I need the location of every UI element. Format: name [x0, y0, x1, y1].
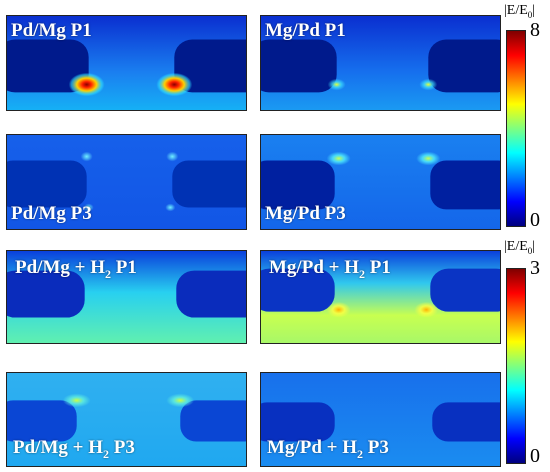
field-map-pdmg-h2-p3: Pd/Mg + H2 P3	[6, 372, 247, 467]
panel-label: Mg/Pd P3	[265, 203, 346, 224]
field-map-mgpd-h2-p3: Mg/Pd + H2 P3	[260, 372, 501, 467]
colorbar-top	[506, 30, 526, 227]
panel-label: Mg/Pd + H2 P1	[269, 257, 391, 281]
field-map-mgpd-p3: Mg/Pd P3	[260, 134, 501, 230]
colorbar-title: |E/E0|	[504, 3, 536, 20]
panel-label: Pd/Mg + H2 P3	[13, 437, 135, 461]
panel-label: Mg/Pd + H2 P3	[267, 437, 389, 461]
field-map-mgpd-h2-p1: Mg/Pd + H2 P1	[260, 250, 501, 344]
panel-label: Mg/Pd P1	[265, 20, 346, 41]
colorbar-title: |E/E0|	[504, 239, 536, 256]
field-map-image	[261, 16, 500, 110]
colorbar-max-label: 3	[530, 257, 540, 279]
field-map-pdmg-p1: Pd/Mg P1	[6, 15, 247, 111]
panel-label: Pd/Mg + H2 P1	[15, 257, 137, 281]
field-map-image	[261, 373, 500, 466]
colorbar-min-label: 0	[530, 209, 540, 231]
colorbar-bottom	[506, 268, 526, 464]
field-map-mgpd-p1: Mg/Pd P1	[260, 15, 501, 111]
field-map-pdmg-p3: Pd/Mg P3	[6, 134, 247, 230]
field-map-image	[7, 16, 246, 110]
panel-label: Pd/Mg P1	[11, 20, 92, 41]
colorbar-min-label: 0	[530, 445, 540, 467]
field-map-image	[7, 135, 246, 229]
field-map-image	[7, 251, 246, 343]
field-map-image	[7, 373, 246, 466]
field-map-pdmg-h2-p1: Pd/Mg + H2 P1	[6, 250, 247, 344]
colorbar-max-label: 8	[530, 19, 540, 41]
field-map-image	[261, 135, 500, 229]
panel-label: Pd/Mg P3	[11, 203, 92, 224]
field-map-image	[261, 251, 500, 343]
